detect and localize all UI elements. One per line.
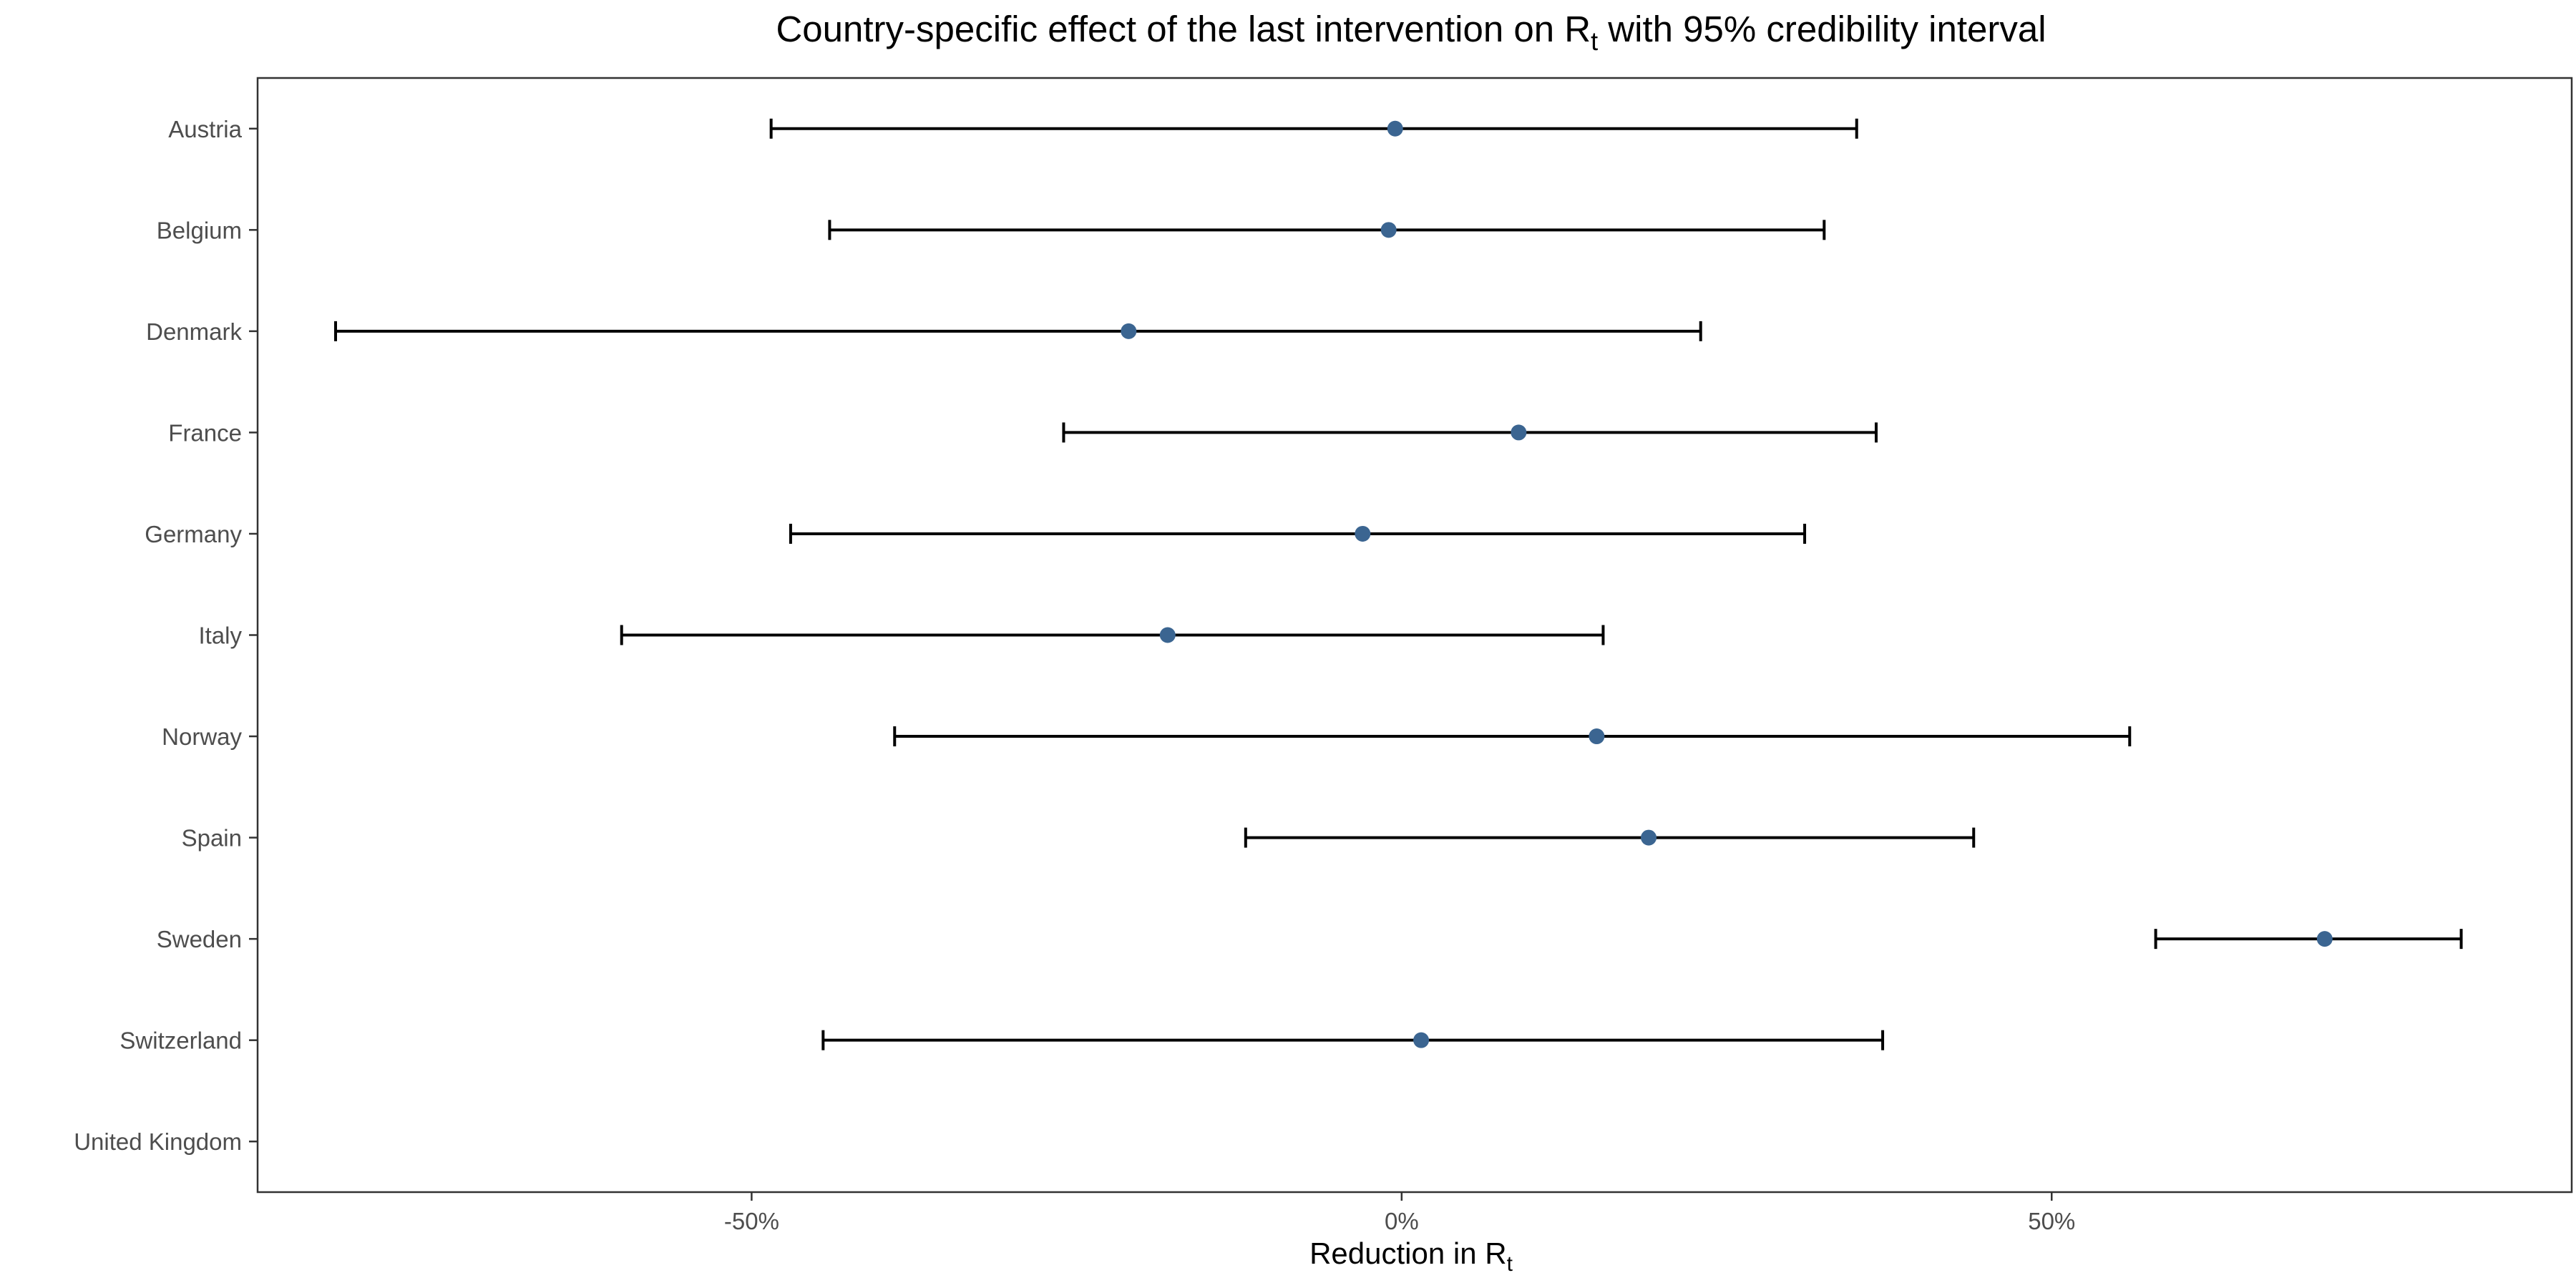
- error-bar-france: [1062, 422, 1878, 443]
- y-tick-label-denmark: Denmark: [146, 318, 242, 345]
- error-bar-layer: [334, 118, 2463, 1050]
- y-tick-label-norway: Norway: [162, 723, 242, 750]
- point-estimate-germany: [1355, 525, 1371, 542]
- x-tick-label-2: 50%: [2028, 1208, 2075, 1234]
- error-bar-germany: [789, 523, 1807, 544]
- x-axis-title: Reduction in Rt: [1309, 1236, 1513, 1276]
- point-estimate-italy: [1159, 627, 1176, 643]
- point-estimate-norway: [1589, 728, 1605, 745]
- chart-title-main: Country-specific effect of the last inte…: [776, 9, 1591, 49]
- x-axis-title-subscript: t: [1507, 1252, 1513, 1276]
- chart-title-suffix: with 95% credibility interval: [1598, 9, 2046, 49]
- error-bar-austria: [769, 118, 1858, 139]
- y-tick-label-belgium: Belgium: [157, 217, 242, 243]
- point-estimate-switzerland: [1413, 1032, 1430, 1048]
- x-tick-label-1: 0%: [1385, 1208, 1419, 1234]
- y-tick-label-austria: Austria: [168, 116, 242, 142]
- y-tick-label-france: France: [168, 419, 242, 446]
- error-bar-italy: [620, 625, 1605, 645]
- x-tick-label-0: -50%: [724, 1208, 779, 1234]
- y-tick-label-spain: Spain: [182, 825, 242, 852]
- chart-title-subscript: t: [1591, 26, 1598, 56]
- y-tick-label-germany: Germany: [145, 521, 242, 547]
- error-bar-sweden: [2154, 929, 2463, 950]
- point-estimate-sweden: [2316, 931, 2333, 947]
- point-estimate-austria: [1387, 120, 1403, 137]
- point-estimate-belgium: [1380, 222, 1397, 238]
- y-tick-label-sweden: Sweden: [157, 926, 242, 952]
- error-bar-norway: [893, 726, 2132, 747]
- y-tick-label-switzerland: Switzerland: [119, 1028, 242, 1054]
- error-bar-switzerland: [821, 1030, 1885, 1050]
- y-tick-label-italy: Italy: [198, 623, 242, 649]
- x-axis: -50% 0% 50%: [724, 1192, 2075, 1234]
- y-tick-label-united-kingdom: United Kingdom: [74, 1128, 242, 1155]
- x-axis-title-main: Reduction in R: [1309, 1236, 1506, 1270]
- y-axis: Austria Belgium Denmark France Germany Italy N…: [74, 116, 258, 1155]
- point-estimate-denmark: [1121, 323, 1137, 339]
- error-bar-belgium: [828, 220, 1826, 240]
- error-bar-denmark: [334, 321, 1702, 341]
- chart-title: Country-specific effect of the last inte…: [776, 9, 2046, 56]
- point-estimate-france: [1511, 424, 1527, 441]
- point-estimate-spain: [1641, 829, 1657, 846]
- error-bar-spain: [1244, 827, 1976, 848]
